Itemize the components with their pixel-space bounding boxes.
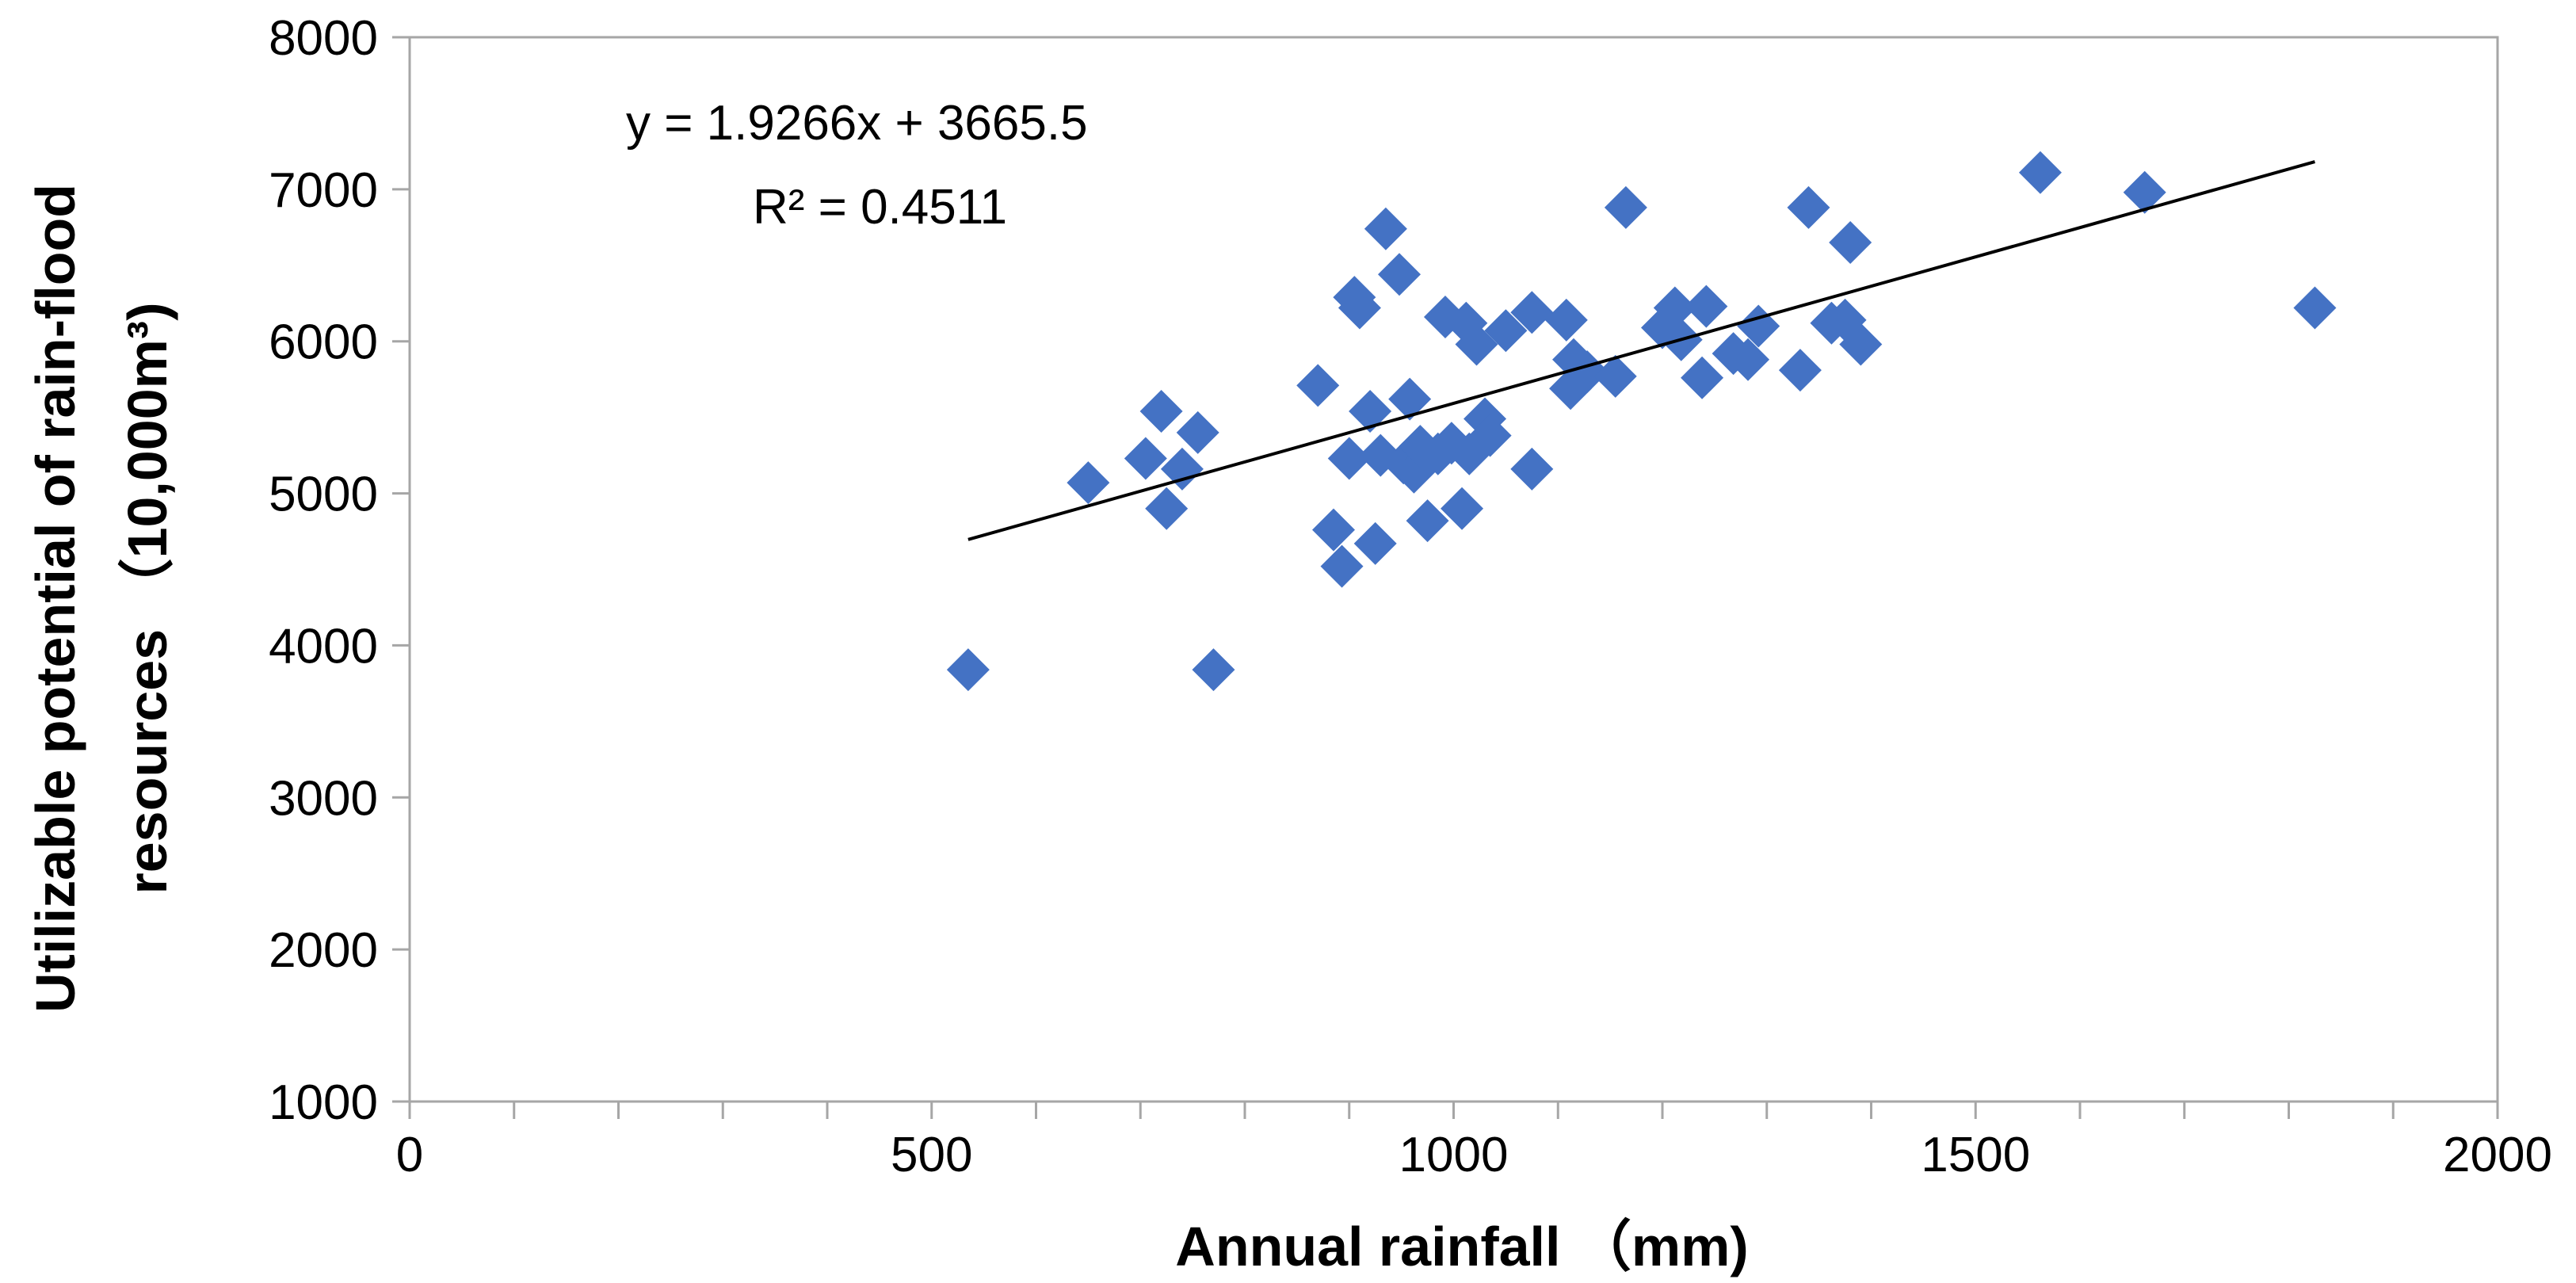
data-point [2018,151,2062,194]
data-point [1604,185,1647,229]
data-point [1320,544,1364,588]
data-point [1338,286,1381,330]
trend-equation: y = 1.9266x + 3665.5 [626,96,1088,151]
x-tick-label: 1500 [1921,1128,2030,1182]
data-point [1544,298,1588,342]
data-point [1737,304,1780,348]
y-tick-label: 6000 [269,315,378,370]
data-point [1593,354,1637,398]
data-point [1455,323,1498,366]
data-point [1406,499,1449,543]
data-point [946,648,990,692]
data-point [2293,286,2337,330]
data-point [1311,508,1355,552]
data-point [1176,410,1219,454]
data-point [1566,350,1609,394]
y-tick-label: 2000 [269,923,378,978]
x-tick-label: 2000 [2443,1128,2552,1182]
y-tick-label: 8000 [269,11,378,66]
trendline [967,160,2315,541]
data-point [1388,377,1432,421]
data-point [1468,414,1512,457]
data-point [1727,338,1770,381]
data-point [1353,521,1397,565]
data-point [1778,349,1822,392]
data-point [1364,207,1407,250]
data-point [1685,284,1728,328]
data-point [1839,323,1883,366]
data-point [1829,221,1872,265]
data-point [1653,286,1696,330]
y-axis-title-line1: Utilizable potential of rain-flood [25,184,86,1013]
r-squared-label: R² = 0.4511 [753,180,1007,235]
y-tick-label: 3000 [269,771,378,826]
data-point [1787,185,1830,229]
x-tick-label: 0 [396,1128,423,1182]
y-tick-label: 7000 [269,163,378,218]
x-tick-label: 1000 [1399,1128,1509,1182]
y-axis-title-line2: resources （10,000m³) [116,302,178,894]
data-point [1441,487,1484,530]
data-point [1192,648,1235,692]
data-point [1377,253,1421,296]
data-point [1124,437,1167,480]
data-point [1145,487,1189,530]
data-points [946,151,2337,692]
plot-area-frame [408,36,2499,1103]
data-point [1160,447,1204,491]
x-axis-ticks: 0 500 1000 1500 2000 [396,1102,2552,1182]
data-point [1327,437,1371,480]
y-axis-ticks: 1000 2000 3000 4000 5000 6000 7000 8000 [269,11,410,1130]
data-point [1139,389,1183,433]
data-point [1681,356,1724,399]
y-tick-label: 5000 [269,468,378,522]
data-point [1484,309,1528,353]
data-point [2123,170,2166,214]
x-axis-title: Annual rainfall （mm) [1175,1216,1748,1277]
data-point [1510,291,1554,334]
y-tick-label: 4000 [269,619,378,674]
y-tick-label: 1000 [269,1075,378,1130]
data-point [1349,389,1392,433]
x-tick-label: 500 [891,1128,972,1182]
data-point [1510,447,1554,491]
data-point [1296,364,1340,407]
data-point [1067,461,1110,505]
